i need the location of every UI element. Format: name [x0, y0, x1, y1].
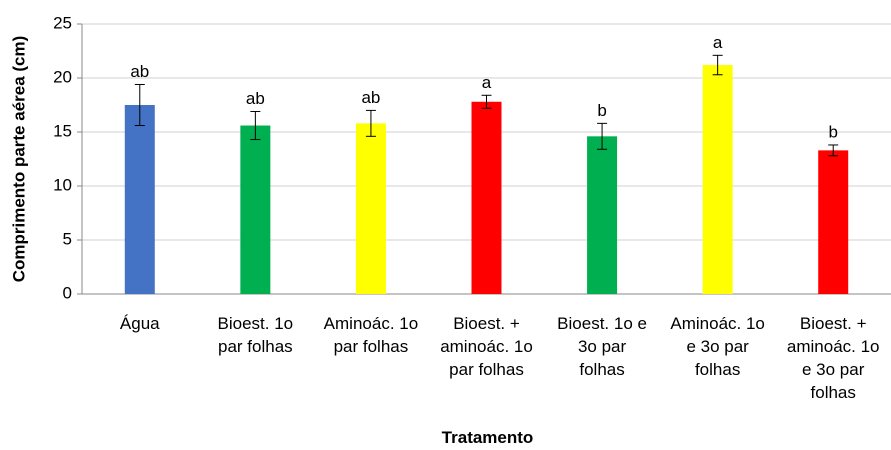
- x-axis-label: Tratamento: [441, 428, 534, 447]
- annotation: a: [713, 33, 723, 52]
- bar: [587, 136, 618, 294]
- annotation: a: [482, 73, 492, 92]
- x-tick-label: Aminoác. 1o par folhas: [323, 314, 419, 356]
- x-tick-label: Bioest. 1o e 3o par folhas: [557, 314, 647, 379]
- annotation: ab: [361, 88, 380, 107]
- bar: [355, 123, 386, 294]
- y-tick-label: 20: [53, 67, 72, 86]
- annotation: ab: [130, 62, 149, 81]
- y-axis-label: Comprimento parte aérea (cm): [9, 36, 28, 283]
- y-tick-label: 25: [53, 13, 72, 32]
- x-tick-label: Bioest. + aminoác. 1o e 3o par folhas: [786, 314, 880, 402]
- y-tick-label: 15: [53, 121, 72, 140]
- annotation: b: [828, 122, 837, 141]
- y-tick-label: 10: [53, 175, 72, 194]
- y-tick-label: 0: [63, 283, 72, 302]
- bar: [471, 101, 502, 294]
- x-tick-label: Água: [119, 314, 160, 333]
- x-tick-label: Bioest. 1o par folhas: [217, 314, 294, 356]
- bar: [124, 105, 155, 294]
- annotation: b: [597, 101, 606, 120]
- x-tick-label: Aminoác. 1o e 3o par folhas: [670, 314, 765, 379]
- y-tick-label: 5: [63, 229, 72, 248]
- bar: [818, 150, 849, 294]
- bar: [240, 125, 271, 295]
- annotation: ab: [246, 89, 265, 108]
- x-tick-label: Bioest. + aminoác. 1o par folhas: [440, 314, 533, 379]
- bar: [702, 65, 733, 294]
